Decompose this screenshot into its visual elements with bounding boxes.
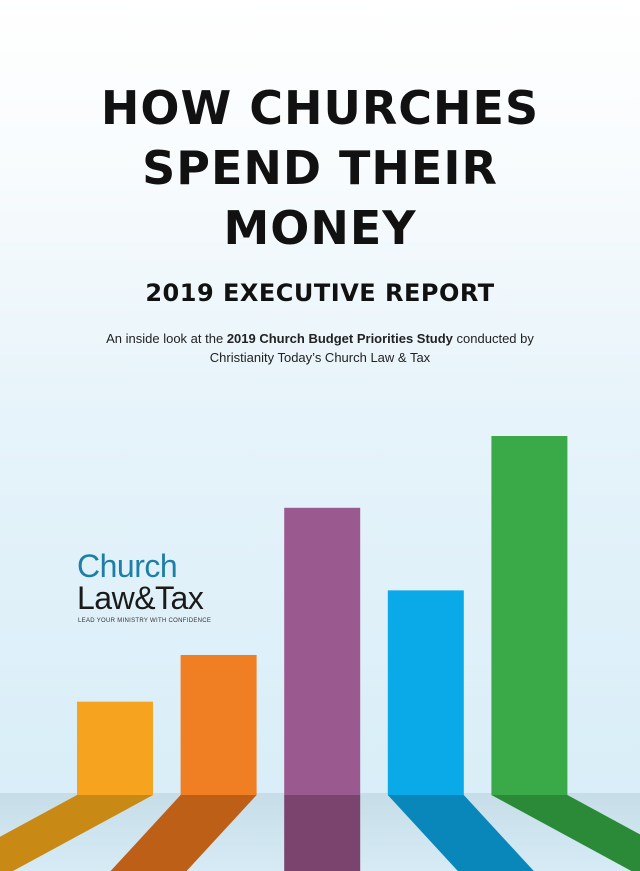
bar-2 [180,654,257,795]
bar-4 [387,590,464,795]
title-line-1: HOW CHURCHES [100,81,540,135]
intro-text: An inside look at the 2019 Church Budget… [100,329,540,367]
title-line-3: MONEY [223,201,417,255]
logo-tagline: LEAD YOUR MINISTRY WITH CONFIDENCE [78,618,212,624]
bar-shadow-4 [387,795,534,871]
cover-subtitle: 2019 EXECUTIVE REPORT [145,279,495,307]
title-line-2: SPEND THEIR [142,141,498,195]
bar-shadow-3 [284,795,361,871]
intro-publisher: Christianity Today’s Church Law & Tax [209,350,431,365]
bar-3 [284,507,361,795]
cover-title: HOW CHURCHES SPEND THEIR MONEY [0,78,640,258]
intro-suffix: conducted by [452,331,534,346]
bar-shadow-5 [491,795,640,871]
bar-1 [77,701,153,795]
logo-church-text: Church [77,548,178,584]
bar-shadow-2 [110,795,257,871]
bar-shadow-1 [0,795,153,871]
study-name: 2019 Church Budget Priorities Study [226,331,453,346]
bar-5 [491,436,568,795]
logo-law-tax-text: Law&Tax [77,580,204,616]
intro-prefix: An inside look at the [106,331,227,346]
church-law-tax-logo: Church Law&Tax LEAD YOUR MINISTRY WITH C… [77,548,237,628]
